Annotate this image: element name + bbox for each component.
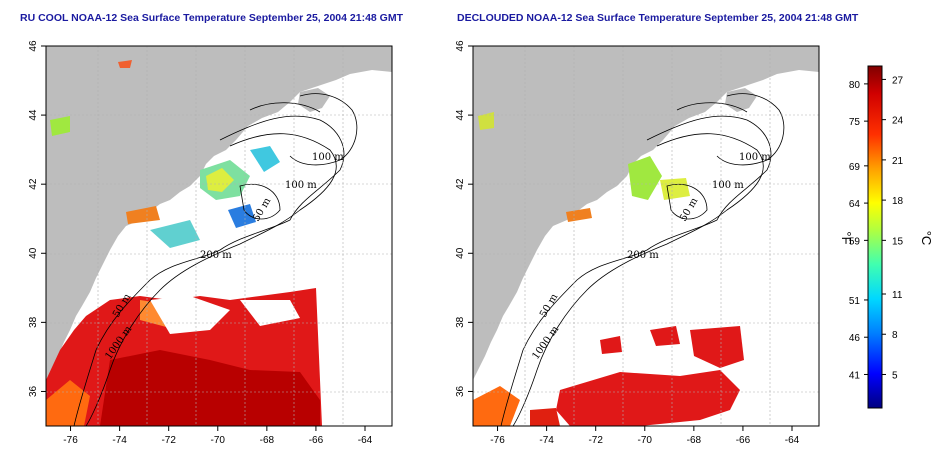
right-lon-tick-label: -76 <box>490 435 505 446</box>
right-sst-green <box>628 156 662 200</box>
left-lon-tick-label: -66 <box>309 435 324 446</box>
left-contour-label-200m: 200 m <box>200 250 232 261</box>
fahrenheit-tick-label: 64 <box>849 199 861 210</box>
right-sst-warm-3 <box>650 326 680 346</box>
right-sst-warm-4 <box>600 336 622 354</box>
celsius-tick-label: 11 <box>892 290 903 301</box>
right-lat-tick-label: 38 <box>455 316 466 328</box>
left-sst-green-2 <box>50 116 70 136</box>
left-sst-cyan-2 <box>150 220 200 248</box>
right-lon-tick-label: -74 <box>539 435 554 446</box>
left-lon-tick-label: -64 <box>358 435 373 446</box>
celsius-tick-label: 24 <box>892 116 904 127</box>
right-sst-orange-1 <box>473 386 520 426</box>
fahrenheit-tick-label: 80 <box>849 80 861 91</box>
left-sst-red-bit <box>118 60 132 68</box>
left-sst-blue <box>228 204 256 228</box>
left-cloud-2 <box>240 300 300 326</box>
left-lon-tick-label: -74 <box>112 435 127 446</box>
fahrenheit-unit-label: °F <box>839 231 854 244</box>
left-lat-tick-label: 46 <box>28 40 39 52</box>
left-lon-tick-label: -76 <box>63 435 78 446</box>
left-contour-label-100m-gom: 100 m <box>285 180 317 191</box>
celsius-unit-label: °C <box>919 231 934 246</box>
right-sst-warm-2 <box>690 326 744 368</box>
right-sst-red <box>530 408 560 426</box>
fahrenheit-tick-label: 69 <box>849 162 861 173</box>
left-map-title: RU COOL NOAA-12 Sea Surface Temperature … <box>20 12 404 24</box>
left-land <box>46 46 392 380</box>
fahrenheit-tick-label: 59 <box>849 236 861 247</box>
right-map-title: DECLOUDED NOAA-12 Sea Surface Temperatur… <box>457 12 859 24</box>
right-lat-tick-label: 46 <box>455 40 466 52</box>
fahrenheit-tick-label: 51 <box>849 296 861 307</box>
left-sst-cyan-1 <box>250 146 280 172</box>
left-map-panel: 100 m 100 m 50 m 200 m 50 m 1000 m -76 -7… <box>28 40 393 446</box>
left-map-frame <box>45 45 393 427</box>
left-sst-orange-2 <box>126 206 160 224</box>
right-sst-yellow <box>660 178 690 200</box>
left-contour-label-100m-north: 100 m <box>312 152 344 163</box>
colorbar-gradient <box>867 65 883 409</box>
right-lon-tick-label: -66 <box>736 435 751 446</box>
left-sst-yellow <box>206 168 234 192</box>
right-map-frame <box>472 45 820 427</box>
left-lat-tick-label: 36 <box>28 385 39 397</box>
left-lon-tick-label: -70 <box>211 435 226 446</box>
right-sst-orange-2 <box>566 208 592 222</box>
left-lon-tick-label: -68 <box>260 435 275 446</box>
celsius-tick-label: 8 <box>892 330 898 341</box>
right-lon-tick-label: -64 <box>785 435 800 446</box>
fahrenheit-tick-label: 46 <box>849 333 861 344</box>
left-lon-tick-label: -72 <box>161 435 176 446</box>
right-lat-tick-label: 40 <box>455 247 466 259</box>
right-contour-label-100m-gom: 100 m <box>712 180 744 191</box>
fahrenheit-tick-label: 75 <box>849 117 861 128</box>
right-lat-tick-label: 44 <box>455 109 466 121</box>
left-sst-hot <box>100 350 320 426</box>
right-lat-tick-label: 42 <box>455 178 466 190</box>
left-axis-ticks: -76 -74 -72 -70 -68 -66 -64 46 44 42 40 38 36 <box>28 40 373 446</box>
left-grid <box>46 46 392 426</box>
right-lon-tick-label: -68 <box>687 435 702 446</box>
right-lon-tick-label: -70 <box>638 435 653 446</box>
celsius-tick-label: 5 <box>892 370 898 381</box>
celsius-tick-label: 18 <box>892 196 904 207</box>
right-sst-green-2 <box>478 112 494 130</box>
right-lon-tick-label: -72 <box>588 435 603 446</box>
right-grid <box>473 46 819 426</box>
left-lat-tick-label: 42 <box>28 178 39 190</box>
right-lat-tick-label: 36 <box>455 385 466 397</box>
right-axis-ticks: -76 -74 -72 -70 -68 -66 -64 46 44 42 40 38 36 <box>455 40 800 446</box>
right-land <box>473 46 819 380</box>
left-contours <box>73 93 358 426</box>
left-lat-tick-label: 38 <box>28 316 39 328</box>
celsius-tick-label: 21 <box>892 156 904 167</box>
right-contour-label-100m-north: 100 m <box>739 152 771 163</box>
right-map-panel: 100 m 100 m 50 m 200 m 50 m 1000 m -76 -7… <box>455 40 820 446</box>
fahrenheit-tick-label: 41 <box>849 370 861 381</box>
celsius-tick-label: 27 <box>892 75 904 86</box>
left-sst-orange <box>46 380 90 426</box>
celsius-tick-label: 15 <box>892 236 904 247</box>
left-lat-tick-label: 40 <box>28 247 39 259</box>
right-contour-label-200m: 200 m <box>627 250 659 261</box>
left-lat-tick-label: 44 <box>28 109 39 121</box>
right-contours <box>500 93 785 426</box>
left-cloud-1 <box>150 296 230 334</box>
right-sst-warm-1 <box>556 370 740 426</box>
